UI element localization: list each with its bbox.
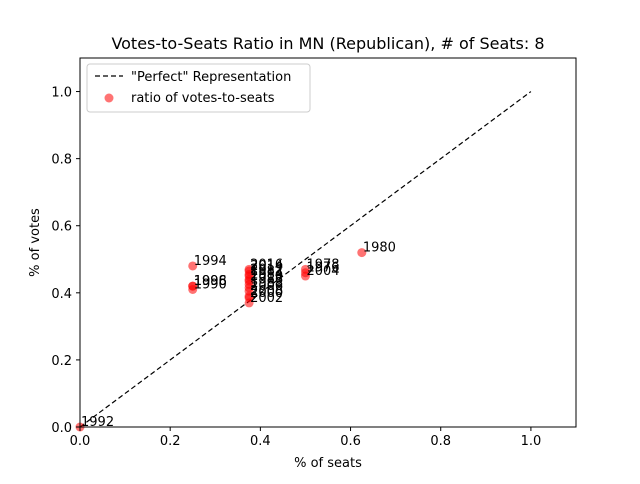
- y-tick-label: 0.2: [51, 354, 72, 369]
- data-point-2002: [244, 298, 254, 308]
- data-point-2004: [300, 271, 310, 281]
- legend-marker-swatch: [104, 93, 114, 103]
- point-label-1994: 1994: [194, 254, 227, 269]
- x-tick-label: 0.6: [340, 434, 361, 449]
- perfect-representation-line: [79, 91, 532, 428]
- y-tick-label: 0.4: [51, 287, 72, 302]
- x-axis-title: % of seats: [294, 456, 362, 471]
- point-label-2006: 2006: [250, 279, 283, 294]
- y-tick-label: 1.0: [51, 86, 72, 101]
- legend-box: [86, 63, 311, 113]
- point-label-1986: 1986: [250, 272, 283, 287]
- point-label-1978: 1978: [306, 257, 339, 272]
- data-point-1990: [188, 284, 198, 294]
- x-tick-label: 0.8: [430, 434, 451, 449]
- point-label-2008: 2008: [250, 284, 283, 299]
- axis-ticks: 0.0 0.2 0.4 0.6 0.8 1.0 0.0 0.2 0.4 0.6 0.8 1.0: [51, 86, 541, 449]
- x-tick-label: 0.0: [70, 434, 91, 449]
- legend-label-perfect: "Perfect" Representation: [131, 70, 291, 85]
- data-point-1980: [357, 248, 367, 258]
- y-tick-label: 0.0: [51, 421, 72, 436]
- point-label-1996: 1996: [194, 274, 227, 289]
- legend-label-ratio: ratio of votes-to-seats: [131, 91, 275, 106]
- point-label-2014: 2014: [250, 259, 283, 274]
- point-label-1990: 1990: [194, 277, 227, 292]
- point-label-2016: 2016: [250, 257, 283, 272]
- y-tick-label: 0.6: [51, 220, 72, 235]
- point-label-1984: 1984: [250, 267, 283, 282]
- plot-frame: [79, 57, 577, 428]
- chart-title: Votes-to-Seats Ratio in MN (Republican),…: [111, 34, 544, 53]
- x-tick-label: 1.0: [521, 434, 542, 449]
- y-axis-title: % of votes: [28, 208, 43, 277]
- point-label-2000: 2000: [250, 286, 283, 301]
- x-tick-label: 0.2: [160, 434, 181, 449]
- point-label-1998: 1998: [194, 274, 227, 289]
- point-label-1992: 1992: [81, 415, 114, 430]
- legend: "Perfect" Representation ratio of votes-t…: [86, 63, 311, 113]
- point-label-2012: 2012: [250, 262, 283, 277]
- point-label-2002: 2002: [250, 291, 283, 306]
- point-label-1982: 1982: [250, 264, 283, 279]
- y-tick-label: 0.8: [51, 153, 72, 168]
- point-label-1976: 1976: [306, 261, 339, 276]
- point-label-1988: 1988: [250, 276, 283, 291]
- data-point-1994: [188, 261, 198, 271]
- point-label-2004: 2004: [306, 264, 339, 279]
- point-label-2010: 2010: [250, 269, 283, 284]
- point-label-1980: 1980: [363, 241, 396, 256]
- x-tick-label: 0.4: [250, 434, 271, 449]
